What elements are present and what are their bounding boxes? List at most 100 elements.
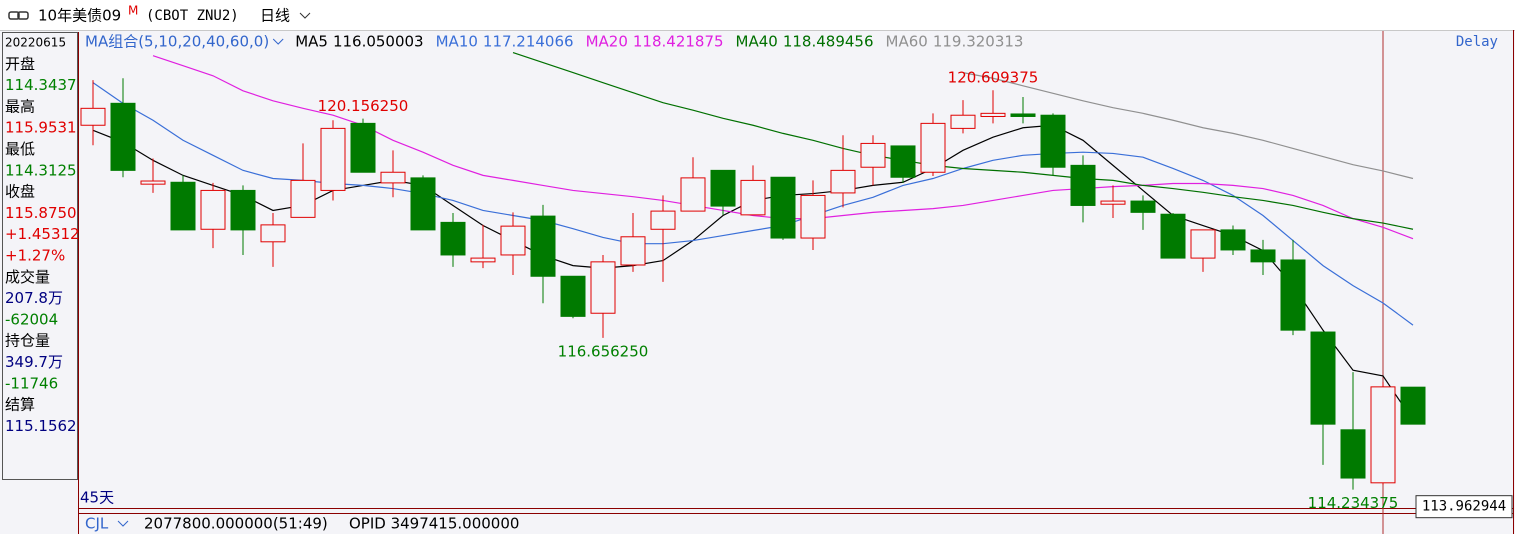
info-item: 349.7万 (5, 353, 63, 371)
candle-body (830, 169, 856, 194)
legend-value: 117.214066 (483, 33, 574, 51)
info-item: 207.8万 (5, 289, 63, 307)
info-item: 收盘 (5, 183, 35, 201)
info-item: -11746 (5, 374, 58, 392)
extreme-label: 114.234375 (1308, 494, 1399, 512)
info-item: 持仓量 (5, 332, 50, 350)
info-item: -62004 (5, 310, 58, 328)
info-item: +1.45312 (5, 225, 80, 243)
legend-name: MA20 (586, 33, 628, 51)
info-item: 结算 (5, 396, 35, 414)
crosshair-price: 113.962944 (1422, 499, 1506, 515)
candle-body (260, 224, 286, 243)
period-dropdown[interactable] (299, 12, 311, 19)
ma-line (512, 51, 1414, 230)
legend-value: 116.050003 (333, 33, 424, 51)
legend-value: 119.320313 (933, 33, 1024, 51)
candle-body (380, 171, 406, 184)
link-icon[interactable] (8, 11, 29, 20)
extreme-label: 116.656250 (558, 342, 649, 360)
delay: Delay (1456, 34, 1498, 50)
candle-body (1010, 113, 1036, 117)
candle-body (860, 142, 886, 168)
candle-body (680, 177, 706, 212)
candle-body (1370, 386, 1396, 484)
ma-dropdown[interactable] (272, 38, 284, 45)
legend-value: 118.489456 (783, 33, 874, 51)
candle-body (410, 177, 436, 231)
candle-body (980, 112, 1006, 117)
info-panel (2, 32, 78, 480)
candle-body (740, 179, 766, 216)
info-item: 114.3125 (5, 161, 77, 179)
candle-body (950, 114, 976, 129)
legend-name: MA10 (436, 33, 478, 51)
candle-body (320, 127, 346, 191)
candle-body (440, 221, 466, 256)
candle-body (110, 102, 136, 171)
title: 10年美债09 (38, 7, 121, 25)
candle-body (470, 257, 496, 263)
info-item: 最低 (5, 140, 35, 158)
symbol: (CBOT ZNU2) (146, 8, 239, 24)
info-item: +1.27% (5, 247, 65, 265)
extreme-label: 120.156250 (318, 97, 409, 115)
candle-body (620, 236, 646, 266)
header-bar (0, 0, 1515, 30)
candle-body (230, 189, 256, 231)
info-item: 20220615 (5, 36, 66, 50)
period[interactable]: 日线 (260, 7, 290, 25)
days-label: 45天 (80, 489, 114, 507)
info-item: 114.3437 (5, 76, 77, 94)
ma-line (962, 72, 1414, 180)
candle-body (1250, 249, 1276, 263)
candle-body (500, 225, 526, 256)
candle-body (590, 261, 616, 314)
candle-body (1190, 229, 1216, 259)
price-box (1415, 495, 1513, 519)
candle-body (80, 107, 106, 126)
info-item: 成交量 (5, 268, 50, 286)
ma-group: MA组合(5,10,20,40,60,0) (85, 33, 269, 51)
candle-body (800, 194, 826, 239)
legend-name: MA60 (886, 33, 928, 51)
candle-body (200, 189, 226, 230)
volume: 2077800.000000(51:49) (144, 515, 328, 533)
info-item: 115.9531 (5, 119, 77, 137)
candle-body (350, 122, 376, 173)
candle-body (1220, 229, 1246, 251)
info-item: 115.1562 (5, 417, 77, 435)
candle-body (290, 179, 316, 218)
candle-body (1310, 331, 1336, 425)
info-item: 115.8750 (5, 204, 77, 222)
candle-body (1070, 164, 1096, 206)
info-item: 最高 (5, 97, 35, 115)
extreme-label: 120.609375 (948, 69, 1039, 87)
info-item: 开盘 (5, 55, 35, 73)
candle-body (1130, 200, 1156, 213)
legend-name: MA40 (736, 33, 778, 51)
candle-body (650, 210, 676, 230)
candle-body (770, 176, 796, 239)
candle-body (1160, 213, 1186, 259)
legend-name: MA5 (295, 33, 328, 51)
legend-value: 118.421875 (633, 33, 724, 51)
candle-body (530, 215, 556, 277)
candle-body (1340, 429, 1366, 479)
title-mark: M (128, 4, 138, 18)
opid: OPID 3497415.000000 (349, 515, 519, 533)
candle-body (560, 275, 586, 317)
sub-dropdown[interactable] (117, 520, 129, 527)
candle-body (1400, 386, 1426, 425)
candle-body (1040, 114, 1066, 168)
candle-body (140, 180, 166, 185)
candle-body (1100, 200, 1126, 205)
candle-body (1280, 259, 1306, 331)
candle-body (710, 169, 736, 207)
candle-body (170, 181, 196, 231)
candle-body (890, 145, 916, 178)
sub-chart-name[interactable]: CJL (85, 515, 109, 533)
candle-body (920, 122, 946, 173)
